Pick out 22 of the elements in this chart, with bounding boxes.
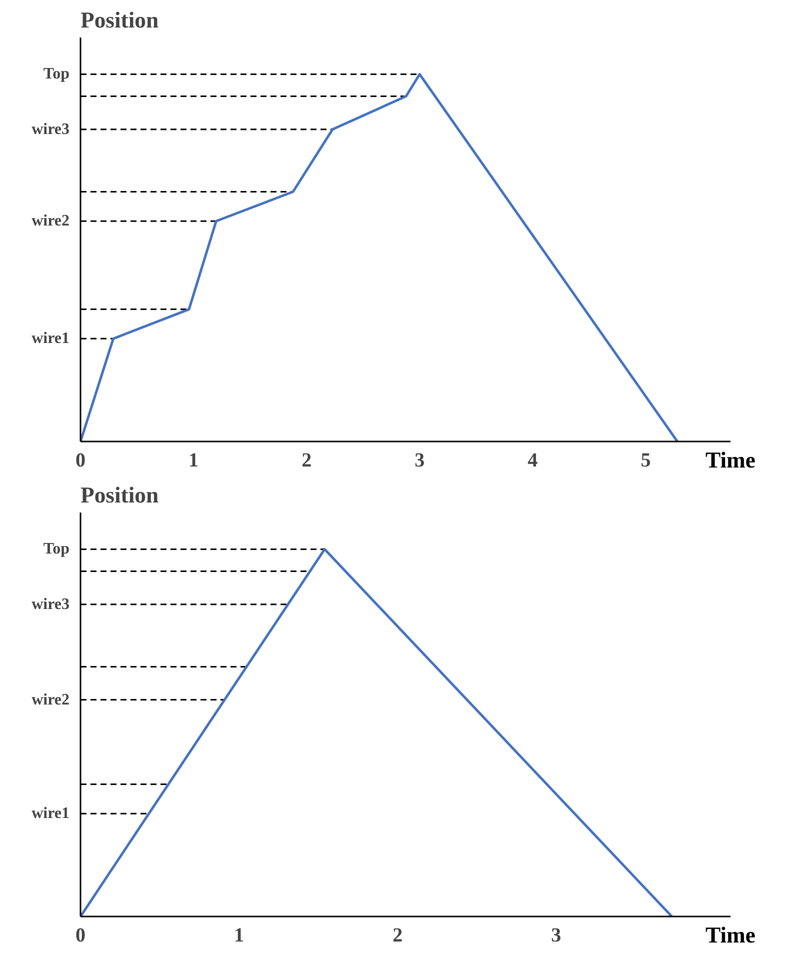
x-tick-label: 0 <box>76 450 86 472</box>
ref-line-label: wire2 <box>32 691 70 708</box>
x-tick-label: 0 <box>76 924 86 946</box>
ref-line-label: wire3 <box>32 120 70 138</box>
x-tick-label: 1 <box>188 450 199 472</box>
x-tick-label: 2 <box>302 450 312 472</box>
x-tick-label: 3 <box>414 450 425 472</box>
x-axis-title: Time <box>706 922 756 948</box>
ref-line-label: wire3 <box>32 596 70 613</box>
y-axis-title: Position <box>80 8 159 32</box>
x-tick-label: 4 <box>528 450 538 472</box>
ref-line-label: Top <box>43 66 70 83</box>
ref-line-label: Top <box>43 540 70 558</box>
x-axis-title: Time <box>706 448 756 472</box>
y-axis-title: Position <box>80 482 159 508</box>
x-tick-label: 3 <box>551 924 562 946</box>
ref-line-label: wire2 <box>32 212 70 230</box>
ref-line-label: wire1 <box>32 330 70 348</box>
ref-line-label: wire1 <box>32 805 70 822</box>
x-tick-label: 2 <box>392 924 403 946</box>
x-tick-label: 5 <box>640 450 651 472</box>
x-tick-label: 1 <box>234 924 244 946</box>
